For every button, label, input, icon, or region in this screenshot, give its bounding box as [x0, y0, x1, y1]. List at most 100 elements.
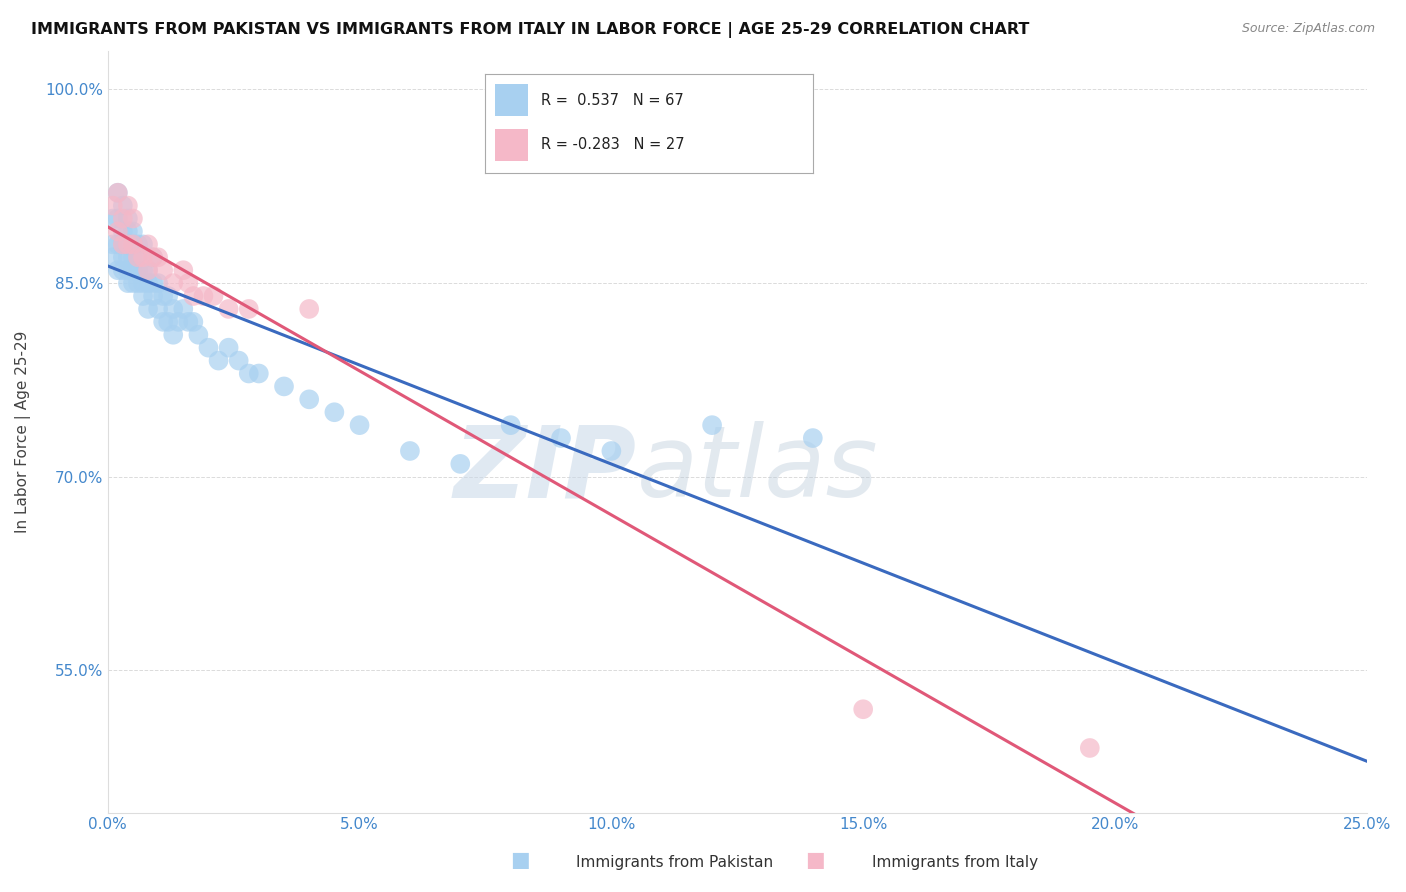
Point: [132, 276, 155, 290]
Point: [101, 199, 124, 213]
Point: [136, 263, 159, 277]
Point: [449, 457, 471, 471]
Point: [107, 186, 129, 200]
Point: [107, 263, 129, 277]
Y-axis label: In Labor Force | Age 25-29: In Labor Force | Age 25-29: [15, 330, 31, 533]
Point: [162, 301, 184, 316]
Point: [167, 315, 190, 329]
Point: [136, 263, 159, 277]
Point: [122, 250, 145, 264]
Point: [122, 276, 145, 290]
Point: [132, 237, 155, 252]
Point: [183, 315, 205, 329]
Point: [146, 250, 169, 264]
Point: [132, 263, 155, 277]
Point: [801, 431, 824, 445]
Point: [107, 237, 129, 252]
Point: [122, 224, 145, 238]
Point: [700, 418, 723, 433]
Point: [117, 237, 139, 252]
Point: [177, 276, 200, 290]
Point: [142, 276, 165, 290]
Point: [107, 211, 129, 226]
Text: ■: ■: [806, 850, 825, 870]
Point: [127, 263, 149, 277]
Text: Immigrants from Italy: Immigrants from Italy: [872, 855, 1038, 870]
Point: [127, 250, 149, 264]
Point: [136, 301, 159, 316]
Point: [111, 211, 134, 226]
Point: [122, 263, 145, 277]
Point: [177, 315, 200, 329]
Point: [107, 224, 129, 238]
Point: [162, 276, 184, 290]
Point: [187, 327, 209, 342]
Point: [162, 327, 184, 342]
Point: [101, 211, 124, 226]
Point: [323, 405, 346, 419]
Point: [202, 289, 225, 303]
Point: [127, 276, 149, 290]
Point: [117, 263, 139, 277]
Point: [117, 211, 139, 226]
Point: [146, 276, 169, 290]
Point: [207, 353, 229, 368]
Point: [228, 353, 250, 368]
Point: [111, 199, 134, 213]
Point: [101, 237, 124, 252]
Point: [117, 199, 139, 213]
Point: [117, 237, 139, 252]
Point: [298, 301, 321, 316]
Point: [152, 289, 174, 303]
Text: ■: ■: [510, 850, 530, 870]
Point: [117, 250, 139, 264]
Point: [146, 301, 169, 316]
Point: [111, 224, 134, 238]
Point: [193, 289, 215, 303]
Point: [142, 250, 165, 264]
Text: atlas: atlas: [637, 421, 879, 518]
Point: [152, 315, 174, 329]
Point: [550, 431, 572, 445]
Point: [172, 301, 194, 316]
Point: [111, 263, 134, 277]
Point: [127, 237, 149, 252]
Text: Source: ZipAtlas.com: Source: ZipAtlas.com: [1241, 22, 1375, 36]
Point: [132, 289, 155, 303]
Point: [122, 237, 145, 252]
Point: [111, 250, 134, 264]
Point: [197, 341, 219, 355]
Point: [157, 315, 180, 329]
Point: [132, 250, 155, 264]
Point: [127, 250, 149, 264]
Point: [157, 289, 180, 303]
Point: [172, 263, 194, 277]
Point: [111, 237, 134, 252]
Point: [101, 250, 124, 264]
Point: [499, 418, 522, 433]
Point: [1078, 741, 1101, 756]
Point: [218, 341, 240, 355]
Text: ZIP: ZIP: [454, 421, 637, 518]
Point: [273, 379, 295, 393]
Point: [142, 289, 165, 303]
Point: [152, 263, 174, 277]
Point: [111, 237, 134, 252]
Point: [600, 444, 623, 458]
Point: [852, 702, 875, 716]
Point: [399, 444, 422, 458]
Point: [136, 276, 159, 290]
Point: [298, 392, 321, 407]
Point: [183, 289, 205, 303]
Point: [142, 250, 165, 264]
Point: [117, 224, 139, 238]
Point: [136, 237, 159, 252]
Point: [218, 301, 240, 316]
Point: [238, 301, 260, 316]
Point: [349, 418, 371, 433]
Text: Immigrants from Pakistan: Immigrants from Pakistan: [576, 855, 773, 870]
Point: [122, 237, 145, 252]
Point: [247, 367, 270, 381]
Point: [117, 276, 139, 290]
Point: [122, 211, 145, 226]
